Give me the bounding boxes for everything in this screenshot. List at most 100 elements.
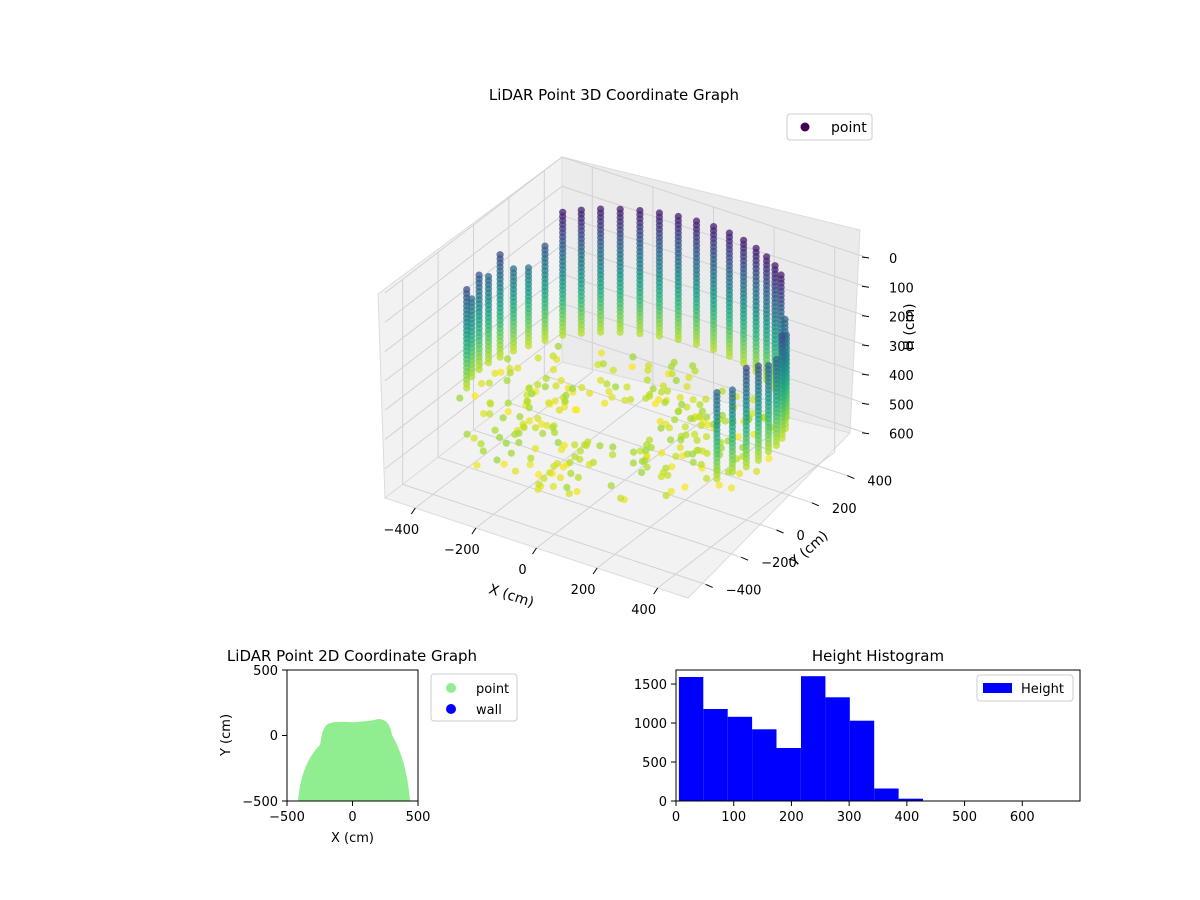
point-3d — [772, 441, 781, 450]
point-3d — [692, 340, 701, 348]
point-3d — [725, 352, 734, 360]
point-3d — [509, 347, 518, 355]
point-3d — [778, 434, 786, 442]
z-tick-label: 400 — [889, 369, 914, 384]
point-3d — [674, 408, 682, 416]
point-3d — [554, 342, 562, 350]
point-3d — [599, 360, 607, 368]
points-3d-layer — [456, 205, 791, 504]
point-3d — [703, 474, 711, 483]
point-3d — [552, 382, 560, 390]
point-3d — [563, 483, 571, 491]
histogram-legend: Height — [976, 674, 1074, 702]
point-3d — [689, 458, 697, 466]
point-3d — [577, 329, 585, 337]
chart-2d-ytick-label: 500 — [253, 664, 278, 679]
point-3d — [681, 483, 689, 491]
point-3d — [574, 473, 583, 482]
z-tick-mark — [861, 402, 870, 405]
histogram-legend-box — [976, 674, 1074, 702]
point-3d — [576, 447, 585, 455]
point-3d — [525, 384, 534, 392]
point-3d — [580, 441, 589, 449]
histogram-ticks: 0 100 200 300 400 500 600 0 500 1000 1500 — [634, 678, 1035, 825]
chart-2d-xtick-label: 0 — [348, 810, 356, 825]
grid-line — [384, 185, 563, 323]
z-tick-mark — [861, 432, 870, 435]
z-tick-label: 500 — [889, 398, 914, 413]
point-3d — [511, 430, 519, 439]
y-tick-label: 400 — [867, 475, 892, 490]
point-3d — [621, 396, 629, 404]
z-tick-mark — [861, 256, 870, 259]
point-3d — [535, 470, 543, 479]
z-tick-label: 100 — [889, 281, 914, 296]
point-3d — [638, 457, 647, 465]
chart-2d-ytick-label: 0 — [270, 729, 278, 744]
point-3d — [525, 417, 534, 425]
point-3d — [694, 446, 702, 454]
grid-line — [384, 215, 563, 352]
chart-histogram: Height Histogram 0 100 200 300 400 500 600 0 500… — [634, 647, 1081, 825]
point-3d — [623, 383, 631, 391]
point-3d — [656, 417, 664, 425]
histogram-bars — [678, 676, 1070, 801]
point-3d — [545, 399, 553, 407]
histogram-xtick-label: 400 — [894, 810, 919, 825]
point-3d — [718, 411, 727, 419]
point-3d — [628, 363, 636, 371]
z-tick-mark — [861, 285, 870, 288]
y-tick-label: 0 — [797, 529, 805, 544]
point-3d — [638, 468, 646, 477]
point-3d — [609, 366, 617, 374]
point-3d — [609, 451, 617, 459]
point-3d — [470, 434, 478, 442]
point-3d — [531, 445, 540, 453]
point-3d — [636, 447, 645, 455]
point-3d — [463, 430, 471, 438]
histogram-ytick-label: 500 — [642, 756, 667, 771]
z-tick-label: 200 — [889, 311, 914, 326]
point-3d — [506, 369, 514, 377]
y-tick-mark — [740, 556, 749, 561]
point-3d — [605, 387, 613, 395]
histogram-bar — [752, 729, 777, 801]
point-3d — [697, 460, 705, 469]
point-3d — [573, 487, 581, 496]
point-3d — [657, 424, 665, 432]
histogram-ytick-label: 0 — [659, 795, 667, 810]
point-3d — [556, 474, 565, 482]
point-3d — [671, 416, 679, 424]
point-3d — [541, 336, 549, 344]
histogram-legend-swatch — [983, 683, 1012, 693]
x-tick-mark — [471, 527, 477, 535]
point-3d — [704, 421, 712, 429]
x-tick-label: 200 — [571, 583, 596, 598]
point-3d — [546, 469, 554, 477]
y-tick-mark — [847, 475, 855, 480]
point-3d — [526, 460, 534, 469]
histogram-bar — [678, 677, 704, 801]
x-tick-label: 0 — [518, 563, 526, 578]
point-3d — [702, 433, 711, 441]
y-tick-label: −400 — [726, 583, 762, 598]
point-3d — [629, 448, 638, 456]
point-3d — [683, 450, 692, 458]
point-3d — [713, 475, 721, 483]
point-3d — [691, 367, 699, 375]
point-3d — [589, 458, 598, 466]
chart-3d-zlabel: H (cm) — [902, 303, 918, 350]
point-3d — [500, 460, 508, 468]
point-3d — [724, 468, 733, 476]
z-tick-mark — [861, 344, 870, 347]
point-3d — [551, 397, 559, 405]
point-3d — [678, 400, 686, 408]
point-3d — [727, 484, 736, 492]
point-3d — [667, 487, 675, 495]
histogram-xtick-label: 200 — [779, 810, 804, 825]
point-3d — [617, 494, 625, 502]
point-3d — [543, 421, 551, 430]
point-3d — [562, 391, 570, 399]
chart-2d: LiDAR Point 2D Coordinate Graph −500 0 5… — [219, 647, 518, 846]
point-3d — [456, 394, 464, 402]
